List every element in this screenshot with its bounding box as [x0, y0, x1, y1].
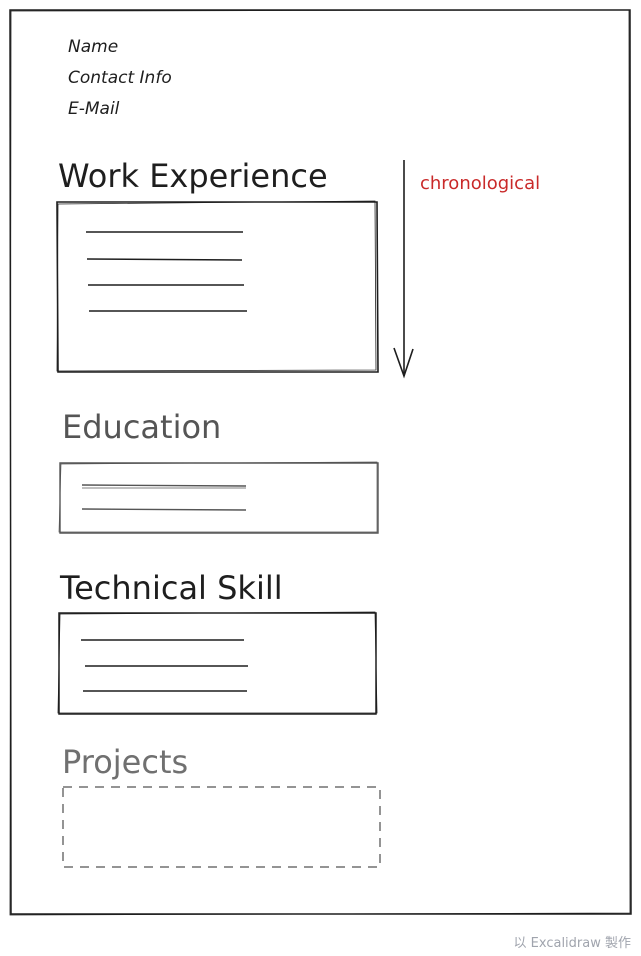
page-frame	[9, 9, 632, 916]
education-line-1	[81, 484, 247, 487]
work-experience-line-2	[86, 258, 243, 261]
technical-skill-heading: Technical Skill	[59, 569, 283, 607]
education-line-3	[81, 508, 247, 511]
work-experience-box	[56, 200, 379, 373]
name-label: Name	[68, 37, 118, 57]
work-experience-lines	[86, 231, 247, 312]
education-heading: Education	[62, 408, 221, 446]
chronological-arrow	[393, 160, 414, 379]
technical-skill-lines	[81, 639, 248, 692]
chronological-note: chronological	[420, 173, 540, 194]
contact-info-label: Contact Info	[68, 68, 172, 88]
technical-skill-box	[57, 611, 378, 715]
education-lines	[81, 484, 247, 511]
projects-heading: Projects	[62, 743, 188, 781]
work-experience-heading: Work Experience	[58, 157, 328, 195]
education-box	[58, 461, 379, 534]
projects-placeholder-box	[62, 786, 381, 868]
email-label: E-Mail	[68, 99, 120, 119]
excalidraw-credit: 以 Excalidraw 製作	[514, 936, 631, 951]
